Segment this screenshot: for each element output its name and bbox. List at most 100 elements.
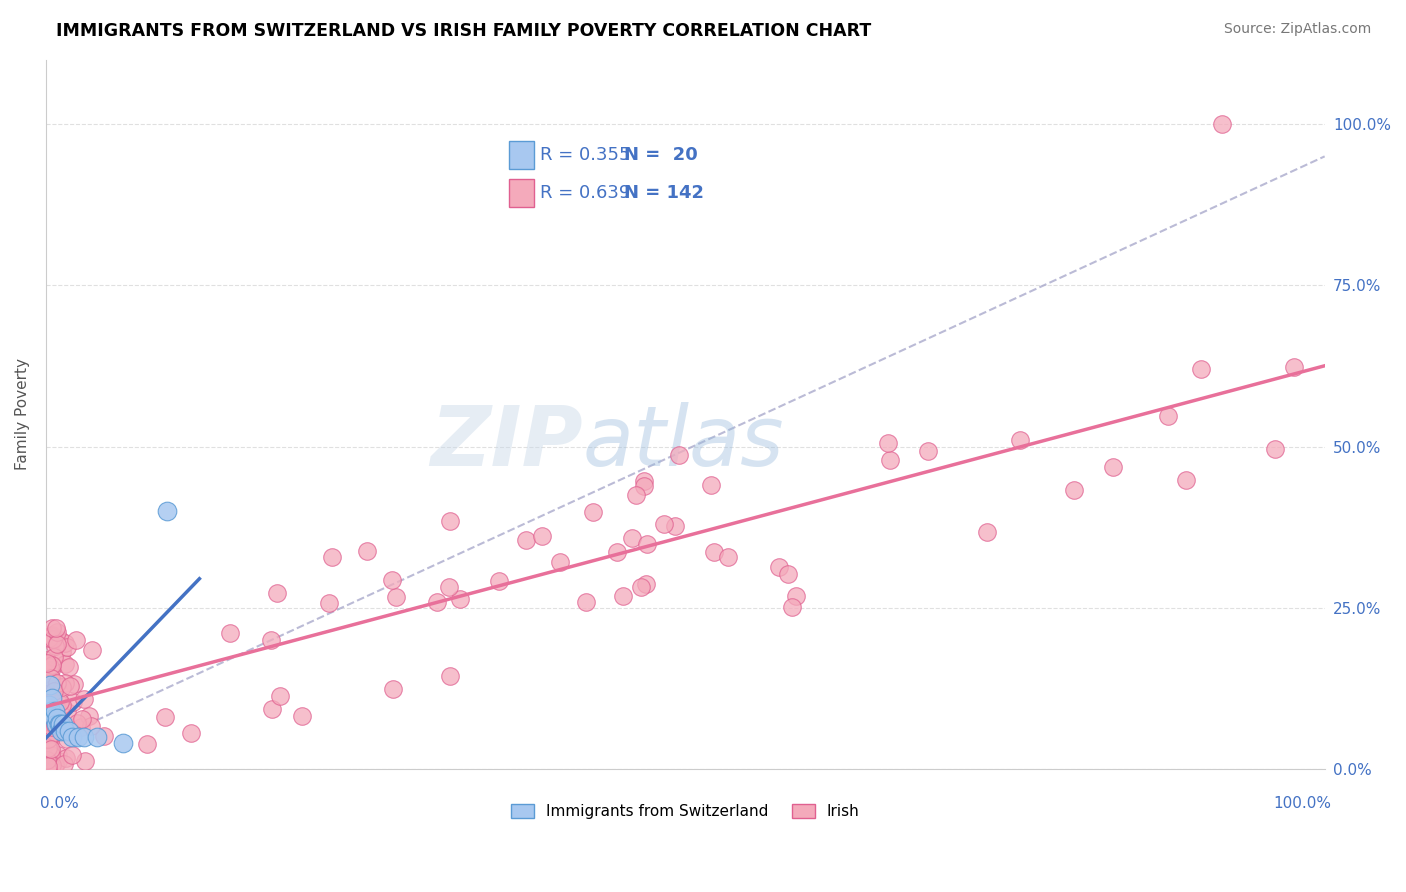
- Point: [550, 555, 572, 569]
- Point: [73, 691, 96, 706]
- Point: [51, 680, 73, 694]
- Point: [41, 691, 63, 706]
- Point: [768, 560, 790, 574]
- Point: [58, 660, 80, 674]
- Point: [59, 679, 82, 693]
- Point: [73, 730, 96, 744]
- Point: [62, 677, 84, 691]
- Point: [56, 731, 79, 746]
- Point: [37, 657, 59, 672]
- Point: [41, 681, 63, 696]
- Point: [612, 589, 634, 603]
- Point: [291, 709, 314, 723]
- Point: [60, 730, 83, 744]
- Point: [879, 453, 901, 467]
- Point: [58, 723, 80, 738]
- Point: [44, 702, 66, 716]
- Point: [46, 676, 69, 690]
- Point: [976, 524, 998, 539]
- Point: [1175, 473, 1198, 487]
- Point: [80, 643, 103, 657]
- Point: [41, 720, 63, 734]
- Point: [37, 741, 59, 756]
- Legend: Immigrants from Switzerland, Irish: Immigrants from Switzerland, Irish: [505, 798, 866, 825]
- Point: [156, 504, 179, 518]
- Point: [65, 632, 87, 647]
- Point: [42, 727, 65, 741]
- Point: [38, 678, 60, 692]
- Text: R = 0.639: R = 0.639: [540, 184, 630, 202]
- Point: [52, 757, 75, 772]
- Point: [86, 730, 108, 744]
- Point: [269, 689, 291, 703]
- Point: [515, 533, 537, 548]
- Point: [44, 640, 66, 654]
- Point: [73, 754, 96, 768]
- Point: [633, 474, 655, 488]
- Point: [38, 706, 60, 721]
- Point: [51, 723, 73, 738]
- Point: [37, 725, 59, 739]
- Point: [42, 702, 65, 716]
- Point: [44, 704, 66, 718]
- Point: [38, 631, 60, 645]
- Point: [55, 751, 77, 765]
- Point: [439, 580, 461, 594]
- Point: [37, 725, 59, 739]
- Point: [48, 695, 70, 709]
- Point: [46, 638, 69, 652]
- Point: [1157, 409, 1180, 424]
- Point: [44, 718, 66, 732]
- Point: [218, 625, 240, 640]
- Point: [56, 640, 79, 654]
- Point: [449, 591, 471, 606]
- Point: [46, 711, 69, 725]
- Point: [44, 758, 66, 772]
- Point: [44, 718, 66, 732]
- Text: 0.0%: 0.0%: [39, 797, 79, 812]
- Point: [917, 443, 939, 458]
- Point: [37, 755, 59, 769]
- Text: IMMIGRANTS FROM SWITZERLAND VS IRISH FAMILY POVERTY CORRELATION CHART: IMMIGRANTS FROM SWITZERLAND VS IRISH FAM…: [56, 22, 872, 40]
- Text: Source: ZipAtlas.com: Source: ZipAtlas.com: [1223, 22, 1371, 37]
- Point: [262, 702, 284, 716]
- Point: [136, 737, 159, 751]
- Point: [717, 550, 740, 565]
- Point: [51, 645, 73, 659]
- Point: [780, 599, 803, 614]
- Point: [1102, 460, 1125, 475]
- Point: [153, 710, 176, 724]
- Text: ZIP: ZIP: [430, 402, 583, 483]
- Point: [700, 478, 723, 492]
- Point: [69, 721, 91, 735]
- Point: [42, 711, 65, 725]
- Point: [41, 628, 63, 642]
- Point: [93, 729, 115, 743]
- Point: [381, 682, 404, 697]
- Point: [37, 753, 59, 767]
- Point: [48, 717, 70, 731]
- Point: [39, 671, 62, 685]
- Point: [52, 717, 75, 731]
- Text: N = 142: N = 142: [624, 184, 704, 202]
- Point: [1063, 483, 1085, 497]
- Point: [37, 653, 59, 667]
- FancyBboxPatch shape: [509, 178, 534, 207]
- Point: [664, 518, 686, 533]
- Point: [575, 595, 598, 609]
- Point: [488, 574, 510, 588]
- Point: [266, 586, 288, 600]
- Point: [53, 675, 76, 690]
- Point: [621, 531, 644, 545]
- Point: [356, 544, 378, 558]
- Point: [381, 574, 404, 588]
- Point: [70, 712, 93, 726]
- Point: [45, 717, 67, 731]
- Point: [321, 550, 343, 565]
- FancyBboxPatch shape: [509, 141, 534, 169]
- Point: [44, 722, 66, 736]
- Point: [53, 657, 76, 671]
- Point: [1264, 442, 1286, 456]
- Point: [39, 733, 62, 747]
- Point: [46, 635, 69, 649]
